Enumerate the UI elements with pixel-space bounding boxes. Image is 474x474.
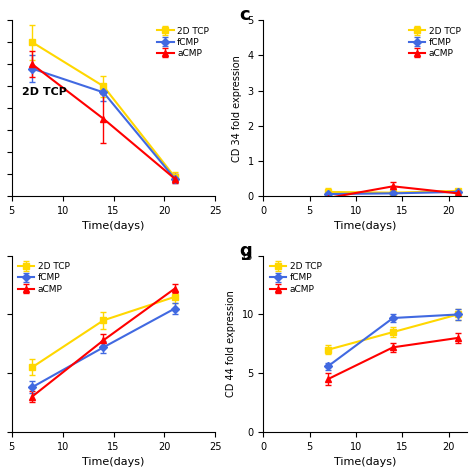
Legend: 2D TCP, fCMP, aCMP: 2D TCP, fCMP, aCMP <box>155 25 211 60</box>
X-axis label: Time(days): Time(days) <box>334 221 396 231</box>
Text: c: c <box>239 6 250 24</box>
X-axis label: Time(days): Time(days) <box>82 221 145 231</box>
Legend: 2D TCP, fCMP, aCMP: 2D TCP, fCMP, aCMP <box>16 260 72 295</box>
X-axis label: Time(days): Time(days) <box>82 457 145 467</box>
Text: 2D TCP: 2D TCP <box>22 87 67 97</box>
Legend: 2D TCP, fCMP, aCMP: 2D TCP, fCMP, aCMP <box>268 260 323 295</box>
Y-axis label: CD 44 fold expression: CD 44 fold expression <box>226 291 236 397</box>
Text: g: g <box>239 242 252 260</box>
X-axis label: Time(days): Time(days) <box>334 457 396 467</box>
Y-axis label: CD 34 fold expression: CD 34 fold expression <box>232 55 242 162</box>
Legend: 2D TCP, fCMP, aCMP: 2D TCP, fCMP, aCMP <box>407 25 463 60</box>
